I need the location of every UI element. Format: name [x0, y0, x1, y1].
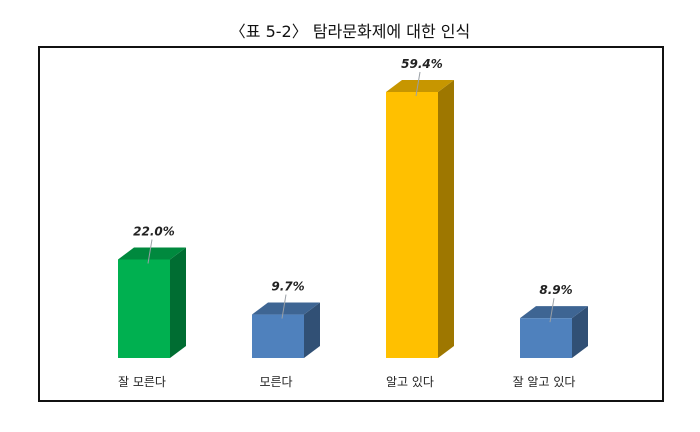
bar-top-2	[252, 302, 320, 315]
category-label-1: 잘 모른다	[118, 375, 166, 389]
bar-side-1	[170, 247, 186, 358]
data-label-leader-2	[281, 294, 287, 319]
bar-top-1	[118, 247, 186, 260]
bar-side-4	[572, 306, 588, 358]
data-label-4: 8.9%	[539, 283, 572, 297]
bar-group-1: 22.0% 잘 모른다	[118, 224, 186, 389]
bar-2	[252, 314, 304, 358]
category-label-2: 모른다	[259, 375, 292, 389]
bar-1	[118, 259, 170, 358]
data-label-leader-3	[415, 71, 421, 97]
bar-group-2: 9.7% 모른다	[252, 280, 320, 389]
bar-group-3: 59.4% 알고 있다	[386, 57, 454, 389]
category-label-4: 잘 알고 있다	[513, 375, 576, 389]
bar-3	[386, 92, 438, 358]
data-label-leader-4	[549, 298, 555, 323]
data-label-leader-1	[147, 239, 153, 264]
chart-title: 〈표 5-2〉 탐라문화제에 대한 인식	[229, 22, 471, 41]
data-label-2: 9.7%	[271, 280, 304, 294]
bar-group-4: 8.9% 잘 알고 있다	[513, 283, 588, 389]
bar-top-4	[520, 306, 588, 319]
bar-side-3	[438, 80, 454, 358]
category-label-3: 알고 있다	[386, 375, 434, 389]
data-label-1: 22.0%	[133, 224, 175, 238]
bar-4	[520, 318, 572, 358]
bar-top-3	[386, 80, 454, 92]
data-label-3: 59.4%	[401, 57, 443, 71]
bar-side-2	[304, 302, 320, 358]
